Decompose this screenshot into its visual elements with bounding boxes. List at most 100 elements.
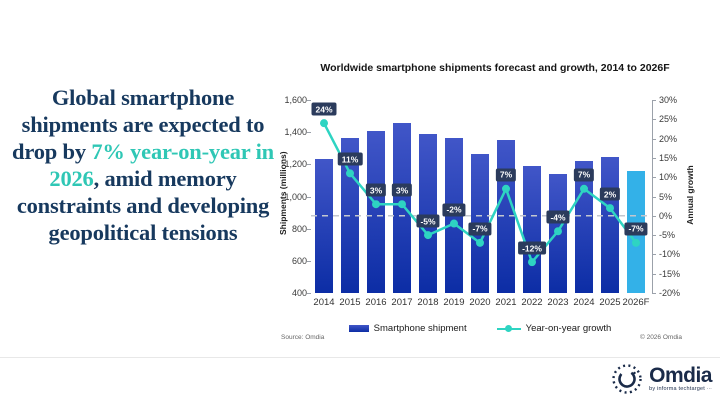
y-axis-tick-right: -20% [659, 288, 681, 298]
y-axis-tick-left: 1,400 [284, 127, 307, 138]
y-axis-tick-right: -10% [659, 249, 681, 260]
y-axis-tickmark-left [307, 164, 311, 166]
y-axis-tick-right: 15% [659, 152, 678, 163]
headline-segment-navy-2: , amid memory constraints and developing… [16, 166, 270, 245]
growth-label-2016: 3% [365, 183, 387, 197]
x-axis-label-2017: 2017 [391, 297, 413, 308]
legend-label-shipments: Smartphone shipment [373, 323, 467, 334]
y-axis-tickmark-right [652, 177, 656, 179]
growth-point-2014 [320, 119, 328, 128]
growth-point-2018 [424, 231, 432, 240]
x-axis-label-2022: 2022 [521, 297, 543, 308]
bar-2018 [419, 133, 437, 293]
footer-divider [0, 357, 720, 358]
x-axis-label-2014: 2014 [313, 297, 335, 308]
growth-label-2015: 11% [337, 152, 363, 166]
y-axis-tickmark-right [652, 138, 656, 140]
headline-segment-teal: 7% year-on-year in 2026 [49, 139, 274, 191]
y-axis-tick-right: -5% [659, 230, 676, 241]
legend-label-growth: Year-on-year growth [525, 323, 612, 334]
y-axis-tick-right: 30% [659, 95, 678, 105]
y-axis-tickmark-right [652, 293, 656, 294]
x-axis-label-2025: 2025 [599, 297, 621, 308]
y-axis-tick-right: 0% [659, 210, 673, 221]
y-axis-tick-left: 1,200 [284, 159, 307, 170]
y-axis-tickmark-left [307, 196, 311, 198]
y-axis-tickmark-left [307, 100, 311, 101]
growth-label-2014: 24% [311, 102, 337, 116]
growth-label-2026F: -7% [624, 222, 648, 236]
y-axis-tickmark-right [652, 119, 656, 121]
growth-label-2024: 7% [573, 168, 595, 182]
y-axis-tick-right: 5% [659, 191, 673, 202]
growth-point-2020 [476, 238, 484, 247]
omdia-logo: Omdia by informa techtarget ∙∙∙ [610, 362, 712, 396]
bar-2014 [315, 158, 333, 293]
growth-point-2026F [632, 238, 640, 247]
omdia-logo-tagline: by informa techtarget ∙∙∙ [649, 386, 712, 393]
x-axis-label-2019: 2019 [443, 297, 465, 308]
x-axis-label-2016: 2016 [365, 297, 387, 308]
source-note: Source: Omdia [281, 334, 325, 341]
growth-point-2015 [346, 169, 354, 178]
growth-point-2019 [450, 219, 458, 228]
growth-point-2017 [398, 200, 406, 209]
headline: Global smartphone shipments are expected… [12, 84, 274, 246]
growth-label-2021: 7% [495, 168, 517, 182]
x-axis-label-2021: 2021 [495, 297, 517, 308]
y-axis-tick-right: 10% [659, 172, 678, 183]
y-axis-tickmark-left [307, 260, 311, 262]
y-axis-tickmark-right [652, 157, 656, 159]
growth-label-2017: 3% [391, 183, 413, 197]
chart-title: Worldwide smartphone shipments forecast … [320, 62, 670, 74]
x-axis-label-2015: 2015 [339, 297, 361, 308]
y-axis-tick-left: 1,000 [284, 191, 307, 202]
y-axis-tick-right: 25% [659, 114, 678, 125]
growth-label-2022: -12% [518, 241, 546, 255]
bar-2016 [367, 130, 385, 293]
x-axis-label-2023: 2023 [547, 297, 569, 308]
growth-point-2023 [554, 227, 562, 236]
growth-label-2019: -2% [442, 203, 466, 217]
omdia-logo-name: Omdia [649, 364, 712, 388]
y-axis-tickmark-right [652, 100, 656, 101]
y-axis-tick-left: 800 [291, 223, 307, 234]
y-axis-tickmark-left [307, 132, 311, 134]
omdia-ring-icon [612, 364, 642, 394]
growth-point-2025 [606, 204, 614, 213]
bar-swatch-icon [348, 325, 369, 332]
growth-label-2025: 2% [599, 187, 621, 201]
copyright-note: © 2026 Omdia [639, 334, 682, 341]
y-axis-tick-left: 400 [291, 288, 307, 298]
x-axis-label-2020: 2020 [469, 297, 491, 308]
growth-point-2024 [580, 184, 588, 193]
legend-item-shipments: Smartphone shipment [348, 323, 467, 334]
y-axis-tick-right: 20% [659, 133, 678, 144]
growth-point-2022 [528, 258, 536, 267]
y-axis-tickmark-right [652, 196, 656, 198]
y-axis-tickmark-right [652, 254, 656, 256]
line-marker-icon [496, 325, 521, 333]
growth-point-2016 [372, 200, 380, 209]
x-axis-label-2024: 2024 [573, 297, 595, 308]
y-axis-tickmark-left [307, 228, 311, 230]
growth-line-chart [311, 119, 649, 267]
growth-label-2023: -4% [546, 210, 570, 224]
y-axis-tickmark-left [307, 293, 311, 294]
legend-item-growth: Year-on-year growth [496, 323, 612, 334]
growth-label-2020: -7% [468, 222, 492, 236]
chart-legend: Smartphone shipment Year-on-year growth [300, 323, 660, 334]
growth-label-2018: -5% [416, 214, 440, 228]
y-axis-tick-left: 600 [291, 255, 307, 266]
y-axis-tick-left: 1,600 [284, 95, 307, 105]
x-axis-label-2018: 2018 [417, 297, 439, 308]
bar-2022 [523, 165, 541, 293]
y-axis-tick-right: -15% [659, 268, 681, 279]
growth-point-2021 [502, 184, 510, 193]
x-axis-label-2026F: 2026F [622, 297, 650, 308]
y-axis-tickmark-right [652, 215, 656, 217]
y-axis-tickmark-right [652, 273, 656, 275]
headline-segment-navy-1: Global smartphone shipments are expected… [12, 85, 265, 164]
y-axis-tickmark-right [652, 235, 656, 237]
